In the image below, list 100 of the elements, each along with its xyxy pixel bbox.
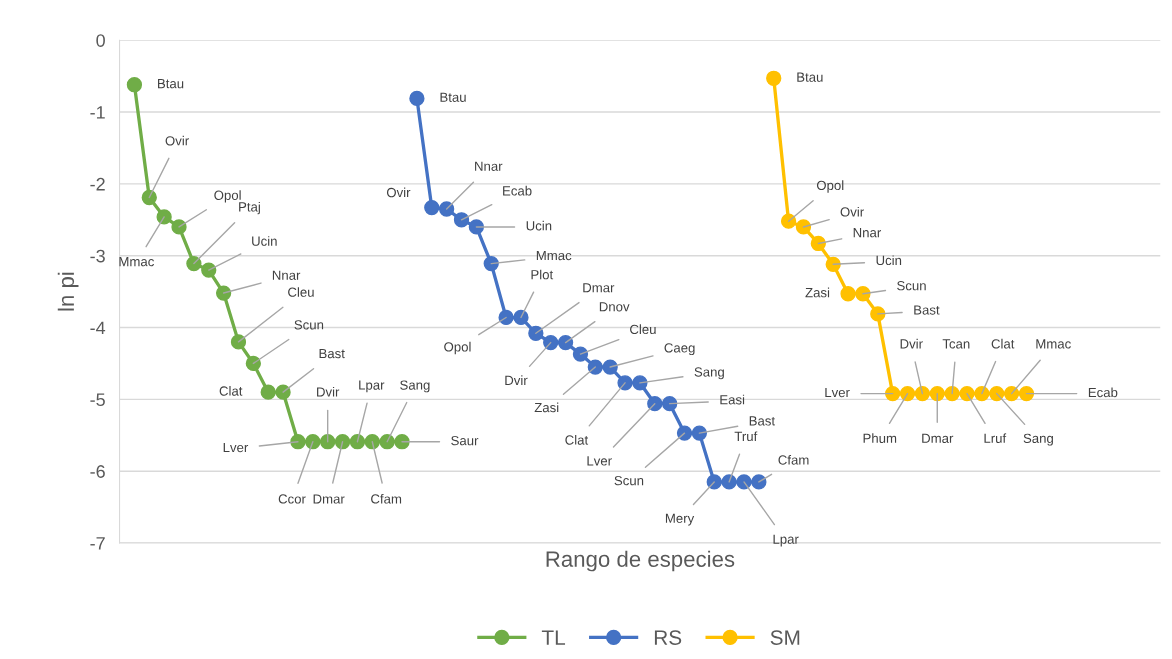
point <box>602 359 618 375</box>
point <box>721 474 737 490</box>
data-label: Bast <box>319 349 345 359</box>
point <box>215 285 232 301</box>
data-label: Dmar <box>313 494 345 504</box>
data-label: Cfam <box>371 493 402 504</box>
data-label: Nnar <box>475 161 503 171</box>
data-label: Sang <box>1023 433 1053 446</box>
legend-label: RS <box>654 630 682 645</box>
data-label: Mery <box>665 513 695 526</box>
data-label: Lpar <box>359 380 385 393</box>
point <box>275 384 291 400</box>
data-label: Zasi <box>805 287 830 298</box>
y-axis-title: ln pi <box>57 272 79 311</box>
data-label: Dvir <box>505 375 528 385</box>
x-axis-title: Rango de especies <box>546 550 735 572</box>
y-tick-label: -2 <box>90 177 105 191</box>
data-label: Ovir <box>165 135 189 146</box>
point <box>245 355 261 372</box>
data-label: Ccor <box>278 494 306 504</box>
point <box>795 219 812 235</box>
data-label: Bast <box>749 416 775 426</box>
data-label: Easi <box>720 394 745 405</box>
point <box>944 385 960 402</box>
point <box>349 434 366 450</box>
point <box>989 385 1005 402</box>
point <box>914 385 931 402</box>
data-label: Mmac <box>536 250 572 261</box>
y-tick-label: -1 <box>90 106 105 119</box>
data-label: Dnov <box>599 302 630 312</box>
data-label: Clat <box>219 386 243 396</box>
data-label: Ovir <box>840 206 864 217</box>
point <box>647 396 663 412</box>
data-label: Ovir <box>386 187 411 198</box>
data-label: Nnar <box>853 228 882 238</box>
y-tick-label: -3 <box>90 249 105 263</box>
data-label: Opol <box>214 190 241 203</box>
point <box>810 235 826 252</box>
data-label: Ptaj <box>239 201 260 215</box>
data-label: Lpar <box>773 534 799 547</box>
point <box>1018 385 1035 402</box>
point <box>751 474 767 490</box>
point <box>260 384 276 400</box>
point <box>617 375 633 391</box>
point <box>766 70 782 86</box>
data-label: Dvir <box>317 386 340 397</box>
point <box>959 385 975 402</box>
point <box>899 385 916 402</box>
data-label: Lver <box>223 443 249 453</box>
data-label: Lruf <box>984 433 1007 443</box>
data-label: Plot <box>531 269 554 280</box>
point <box>855 286 871 302</box>
data-label: Dmar <box>922 433 954 443</box>
point <box>543 334 559 351</box>
point <box>974 385 990 402</box>
data-label: Cfam <box>778 454 809 465</box>
data-label: Clat <box>991 338 1015 349</box>
point <box>1003 385 1020 402</box>
point <box>468 219 485 235</box>
data-label: Dmar <box>583 283 615 293</box>
point <box>141 189 157 206</box>
point <box>320 434 336 450</box>
point <box>290 434 306 450</box>
point <box>587 359 603 375</box>
point <box>379 434 395 450</box>
point <box>691 425 708 441</box>
point <box>230 334 247 350</box>
y-tick-label: -5 <box>90 393 105 407</box>
point <box>201 262 217 278</box>
data-label: Truf <box>734 431 758 442</box>
data-label: Opol <box>816 180 844 193</box>
point <box>885 385 901 402</box>
point <box>334 434 351 450</box>
point <box>438 201 455 217</box>
data-label: Sang <box>694 367 724 380</box>
point <box>557 334 574 351</box>
data-label: Mmac <box>1036 339 1071 349</box>
point <box>126 77 143 93</box>
point <box>662 396 678 412</box>
data-label: Saur <box>451 435 479 446</box>
data-label: Scun <box>294 320 324 330</box>
data-label: Sang <box>400 380 430 393</box>
point <box>513 309 529 326</box>
point <box>171 219 187 235</box>
data-label: Bast <box>914 305 940 315</box>
point <box>528 325 544 341</box>
point <box>498 309 514 326</box>
data-label: Btau <box>440 92 466 102</box>
legend-label: TL <box>541 630 566 645</box>
point <box>676 425 693 441</box>
point <box>736 474 752 490</box>
data-label: Dvir <box>900 338 923 349</box>
data-label: Opol <box>444 341 471 355</box>
point <box>156 209 172 225</box>
data-label: Ucin <box>252 236 277 246</box>
y-tick-label: -4 <box>90 321 106 335</box>
point <box>572 346 589 362</box>
data-label: Caeg <box>664 343 695 356</box>
data-label: Zasi <box>534 402 559 413</box>
data-label: Mmac <box>119 257 154 267</box>
